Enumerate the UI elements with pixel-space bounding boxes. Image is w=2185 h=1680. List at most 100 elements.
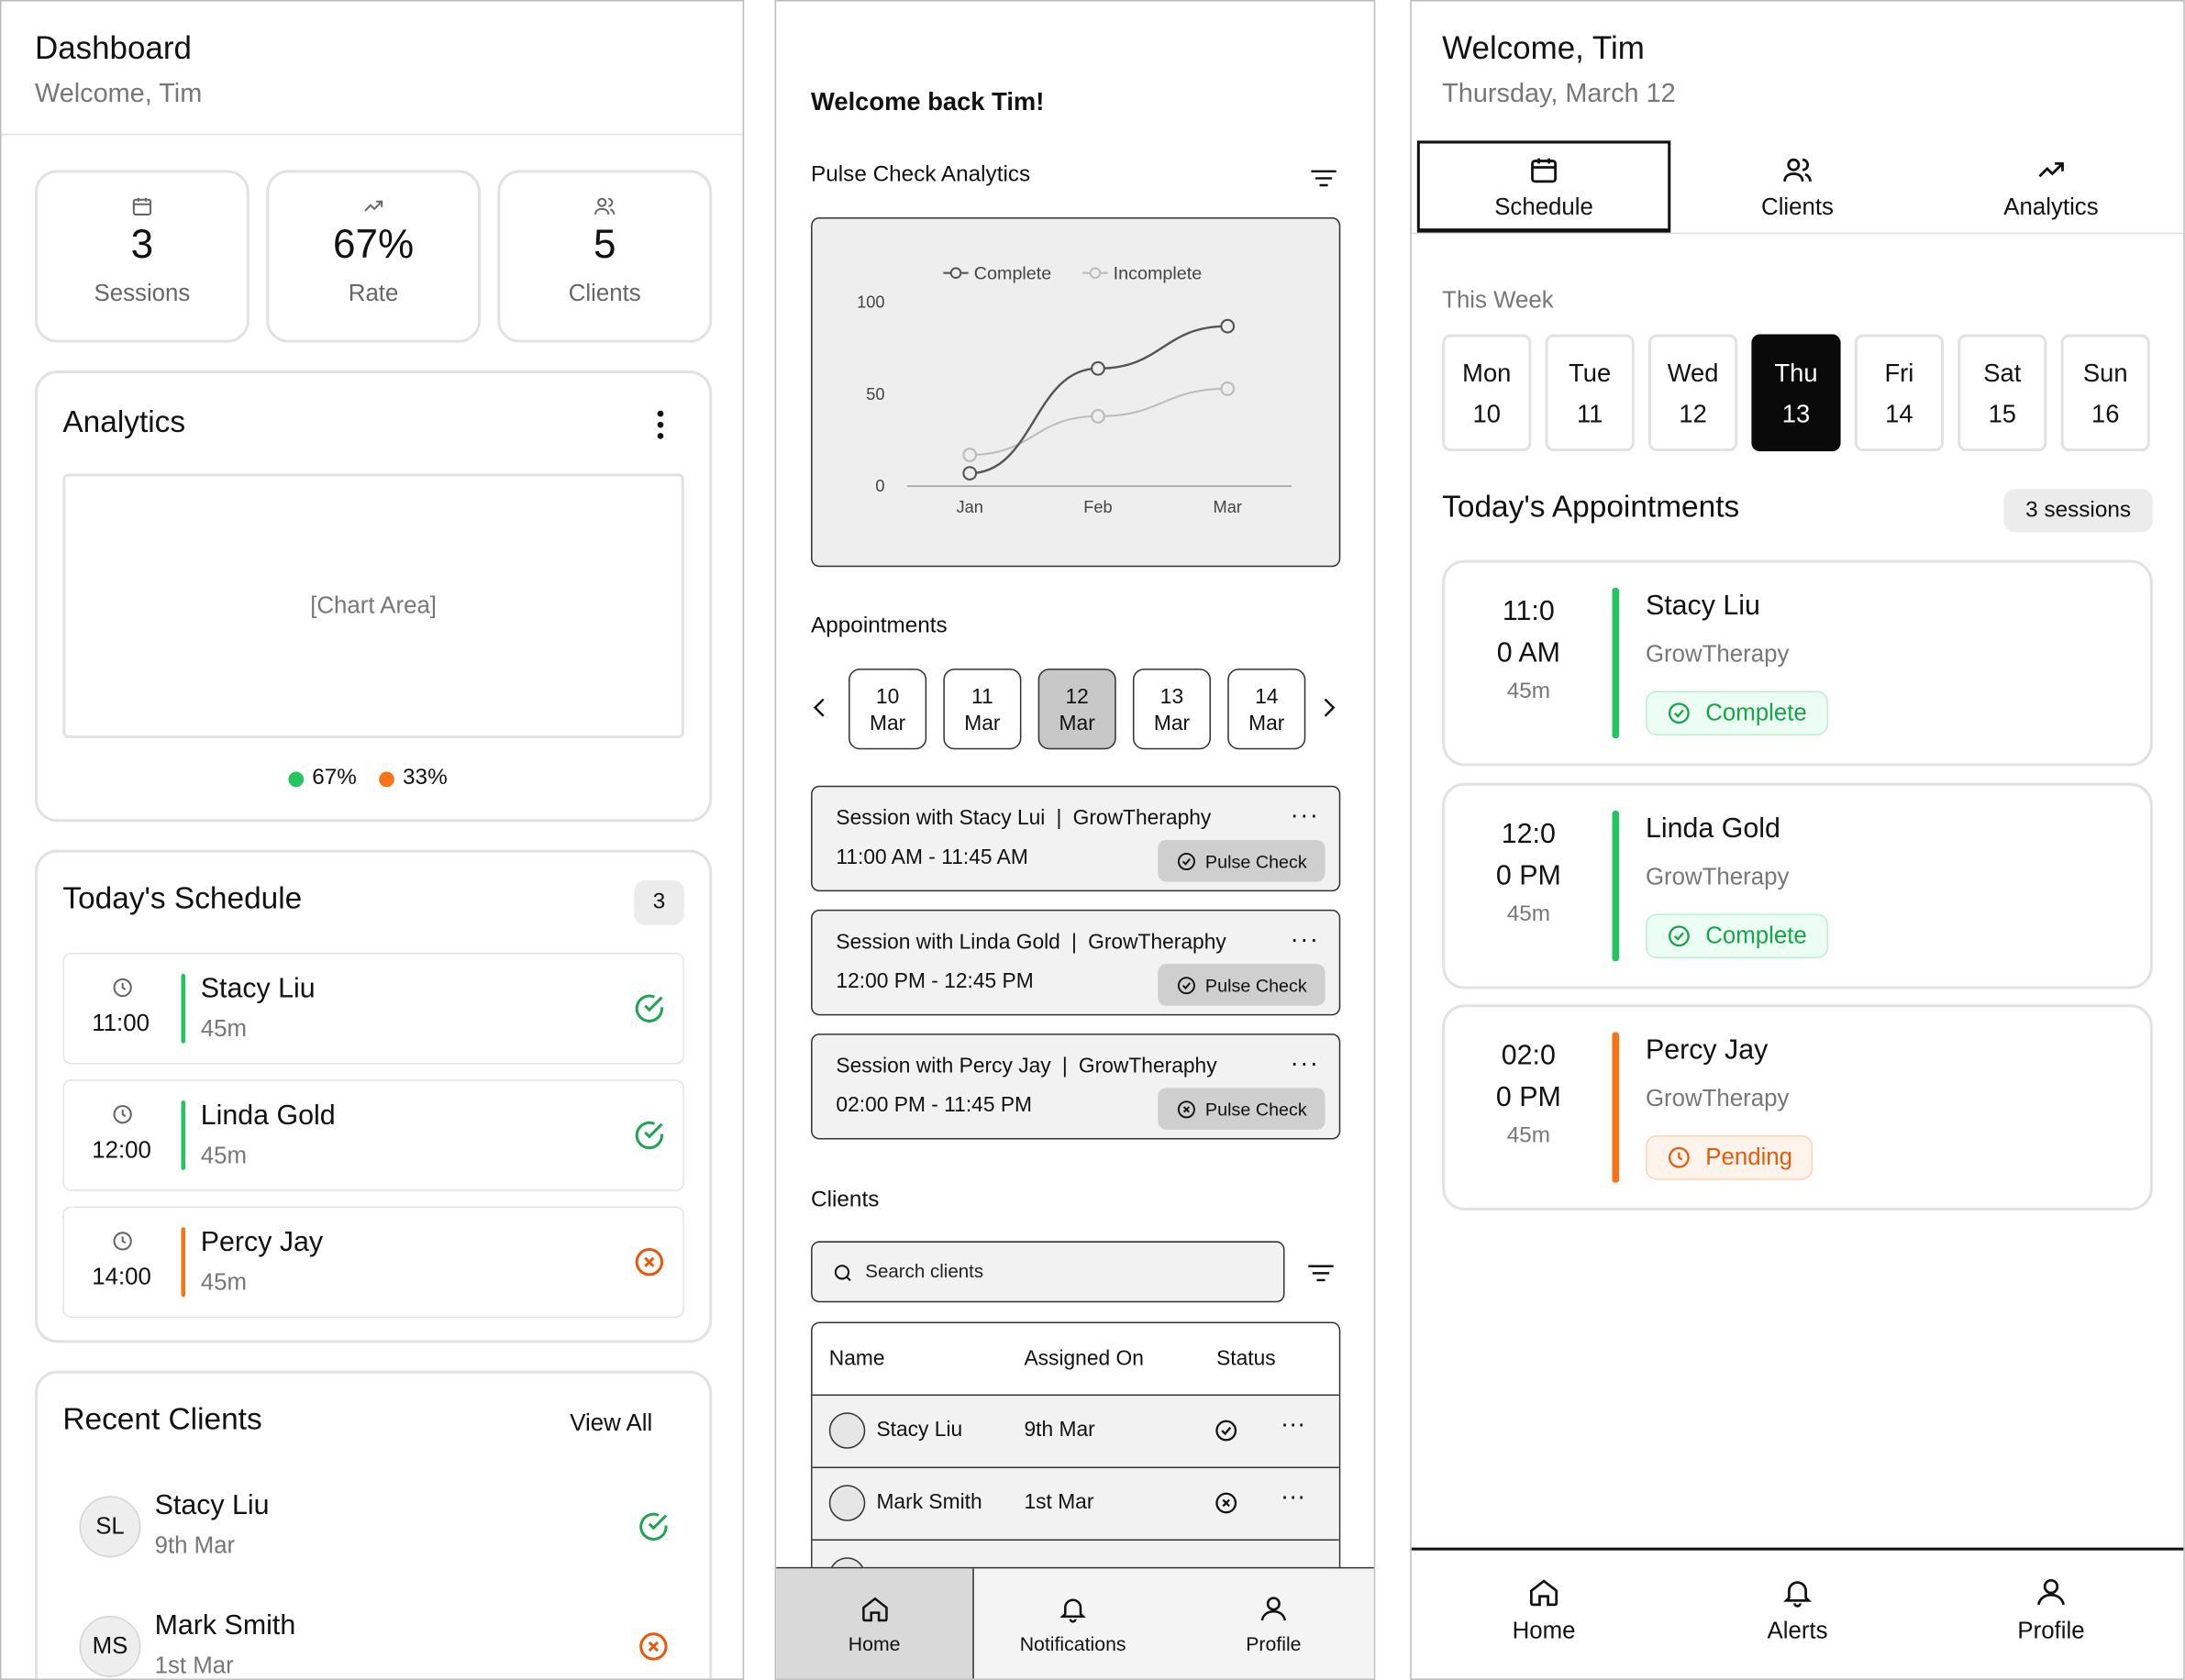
filter-icon[interactable] <box>1308 167 1338 189</box>
client-row[interactable]: MS Mark Smith 1st Mar <box>38 1591 715 1679</box>
session-card[interactable]: Session with Percy Jay | GrowTheraphy 02:0… <box>811 1033 1341 1140</box>
stat-card-rate[interactable]: 67% Rate <box>266 170 482 343</box>
schedule-row[interactable]: 12:00 Linda Gold 45m <box>62 1079 684 1191</box>
view-all-link[interactable]: View All <box>570 1409 653 1437</box>
appointment-time: 02:0 0 PM <box>1445 1035 1612 1119</box>
date-month: Mar <box>1248 712 1285 736</box>
pulse-title: Pulse Check Analytics <box>811 162 1031 187</box>
nav-label: Profile <box>2017 1617 2085 1644</box>
table-row[interactable]: Stacy Liu 9th Mar ··· <box>812 1394 1339 1467</box>
search-input[interactable]: Search clients <box>811 1241 1285 1303</box>
table-row[interactable]: Mark Smith 1st Mar ··· <box>812 1466 1339 1540</box>
date-chip[interactable]: 10 Mar <box>848 669 927 750</box>
tab-schedule[interactable]: Schedule <box>1416 140 1671 233</box>
day-chip[interactable]: Tue 11 <box>1545 334 1635 452</box>
nav-profile[interactable]: Profile <box>1175 1568 1373 1678</box>
day-number: 16 <box>2091 399 2120 428</box>
schedule-count-badge: 3 <box>634 880 684 925</box>
data-point-incomplete <box>1220 381 1236 396</box>
date-day: 13 <box>1159 685 1184 710</box>
day-number: 11 <box>1576 399 1603 428</box>
schedule-time: 14:00 <box>92 1263 151 1290</box>
more-horizontal-icon[interactable]: ··· <box>1280 1409 1306 1438</box>
pulse-chart: 100 50 0 Jan Feb Mar Complete Incomplete <box>811 216 1341 568</box>
nav-label: Notifications <box>1019 1632 1126 1655</box>
appointment-card[interactable]: 02:0 0 PM 45m Percy Jay GrowTherapy Pendi… <box>1442 1004 2153 1211</box>
client-name: Mark Smith <box>154 1609 296 1641</box>
time-part: 0 AM <box>1496 637 1560 669</box>
nav-profile[interactable]: Profile <box>1919 1575 2184 1645</box>
date-chip[interactable]: 13 Mar <box>1132 669 1212 750</box>
schedule-client-name: Linda Gold <box>200 1100 336 1132</box>
schedule-app-panel: Welcome, Tim Thursday, March 12 Schedule… <box>1410 0 2185 1680</box>
stat-card-clients[interactable]: 5 Clients <box>497 170 713 343</box>
appointment-duration: 45m <box>1506 902 1550 927</box>
day-chip[interactable]: Fri 14 <box>1854 334 1945 452</box>
date-chip[interactable]: 11 Mar <box>943 669 1022 750</box>
nav-notifications[interactable]: Notifications <box>974 1568 1172 1678</box>
schedule-client-name: Percy Jay <box>200 1227 324 1258</box>
schedule-time: 11:00 <box>92 1010 150 1037</box>
pulse-check-button[interactable]: Pulse Check <box>1158 964 1325 1006</box>
client-assigned: 1st Mar <box>1024 1490 1094 1515</box>
nav-alerts[interactable]: Alerts <box>1665 1575 1930 1645</box>
pulse-check-button[interactable]: Pulse Check <box>1158 1088 1325 1130</box>
status-badge-complete: Complete <box>1645 913 1828 959</box>
stat-card-sessions[interactable]: 3 Sessions <box>34 170 250 343</box>
status-bar <box>181 1100 186 1170</box>
x-circle-icon <box>1177 1100 1195 1118</box>
check-circle-icon <box>1215 1420 1237 1442</box>
day-chip[interactable]: Sun 16 <box>2060 334 2150 452</box>
y-tick-label: 0 <box>875 477 884 495</box>
more-horizontal-icon[interactable]: ··· <box>1290 1048 1320 1078</box>
avatar <box>828 1412 866 1449</box>
schedule-row[interactable]: 11:00 Stacy Liu 45m <box>62 952 684 1065</box>
nav-home[interactable]: Home <box>776 1568 974 1679</box>
chevron-right-icon[interactable] <box>1319 693 1338 721</box>
pulse-check-button[interactable]: Pulse Check <box>1158 839 1325 882</box>
nav-label: Home <box>848 1632 901 1655</box>
tab-clients[interactable]: Clients <box>1670 140 1924 232</box>
day-chip[interactable]: Sat 15 <box>1958 334 2047 452</box>
date-chip[interactable]: 14 Mar <box>1227 669 1306 750</box>
day-chip[interactable]: Wed 12 <box>1647 334 1738 452</box>
more-horizontal-icon[interactable]: ··· <box>1290 924 1320 953</box>
tab-analytics[interactable]: Analytics <box>1924 140 2178 232</box>
more-horizontal-icon[interactable]: ··· <box>1290 801 1320 829</box>
date-month: Mar <box>1153 712 1191 736</box>
appointment-org: GrowTherapy <box>1645 1085 1790 1112</box>
appointment-duration: 45m <box>1506 1123 1550 1148</box>
appointment-card[interactable]: 12:0 0 PM 45m Linda Gold GrowTherapy Comp… <box>1442 782 2153 989</box>
clients-table: Name Assigned On Status Stacy Liu 9th Ma… <box>811 1321 1341 1601</box>
day-name: Sun <box>2082 359 2128 388</box>
more-horizontal-icon[interactable]: ··· <box>1280 1482 1306 1510</box>
trending-up-icon <box>2038 161 2064 178</box>
legend-label-complete: Complete <box>974 264 1051 284</box>
session-card[interactable]: Session with Stacy Lui | GrowTheraphy 11:0… <box>811 785 1341 892</box>
session-name: Session with Linda Gold <box>836 930 1060 955</box>
tab-label: Schedule <box>1494 193 1593 221</box>
x-tick-label: Feb <box>1083 498 1112 516</box>
stat-value: 5 <box>593 223 616 268</box>
users-icon <box>1783 158 1812 182</box>
schedule-row[interactable]: 14:00 Percy Jay 45m <box>62 1206 684 1318</box>
analytics-card: Analytics [Chart Area] 67% 33% <box>34 370 713 823</box>
session-card[interactable]: Session with Linda Gold | GrowTheraphy 12:… <box>811 909 1341 1016</box>
chart-placeholder: [Chart Area] <box>62 473 684 739</box>
client-row[interactable]: SL Stacy Liu 9th Mar <box>38 1471 715 1583</box>
date-month: Mar <box>964 712 1001 736</box>
day-chip[interactable]: Mon 10 <box>1442 334 1532 452</box>
day-name: Sat <box>1983 359 2022 388</box>
date-chip-selected[interactable]: 12 Mar <box>1037 669 1116 750</box>
schedule-duration: 45m <box>200 1142 247 1169</box>
filter-icon[interactable] <box>1305 1262 1336 1284</box>
appointment-card[interactable]: 11:0 0 AM 45m Stacy Liu GrowTherapy Compl… <box>1442 559 2153 767</box>
mobile-panel: Welcome back Tim! Pulse Check Analytics … <box>774 0 1376 1680</box>
client-name: Stacy Liu <box>876 1418 963 1442</box>
nav-home[interactable]: Home <box>1412 1575 1677 1645</box>
appointment-time: 12:0 0 PM <box>1445 813 1612 897</box>
more-vertical-icon[interactable] <box>650 407 670 443</box>
x-tick-label: Jan <box>957 498 983 516</box>
day-chip-selected[interactable]: Thu 13 <box>1751 334 1841 452</box>
chevron-left-icon[interactable] <box>810 693 829 721</box>
